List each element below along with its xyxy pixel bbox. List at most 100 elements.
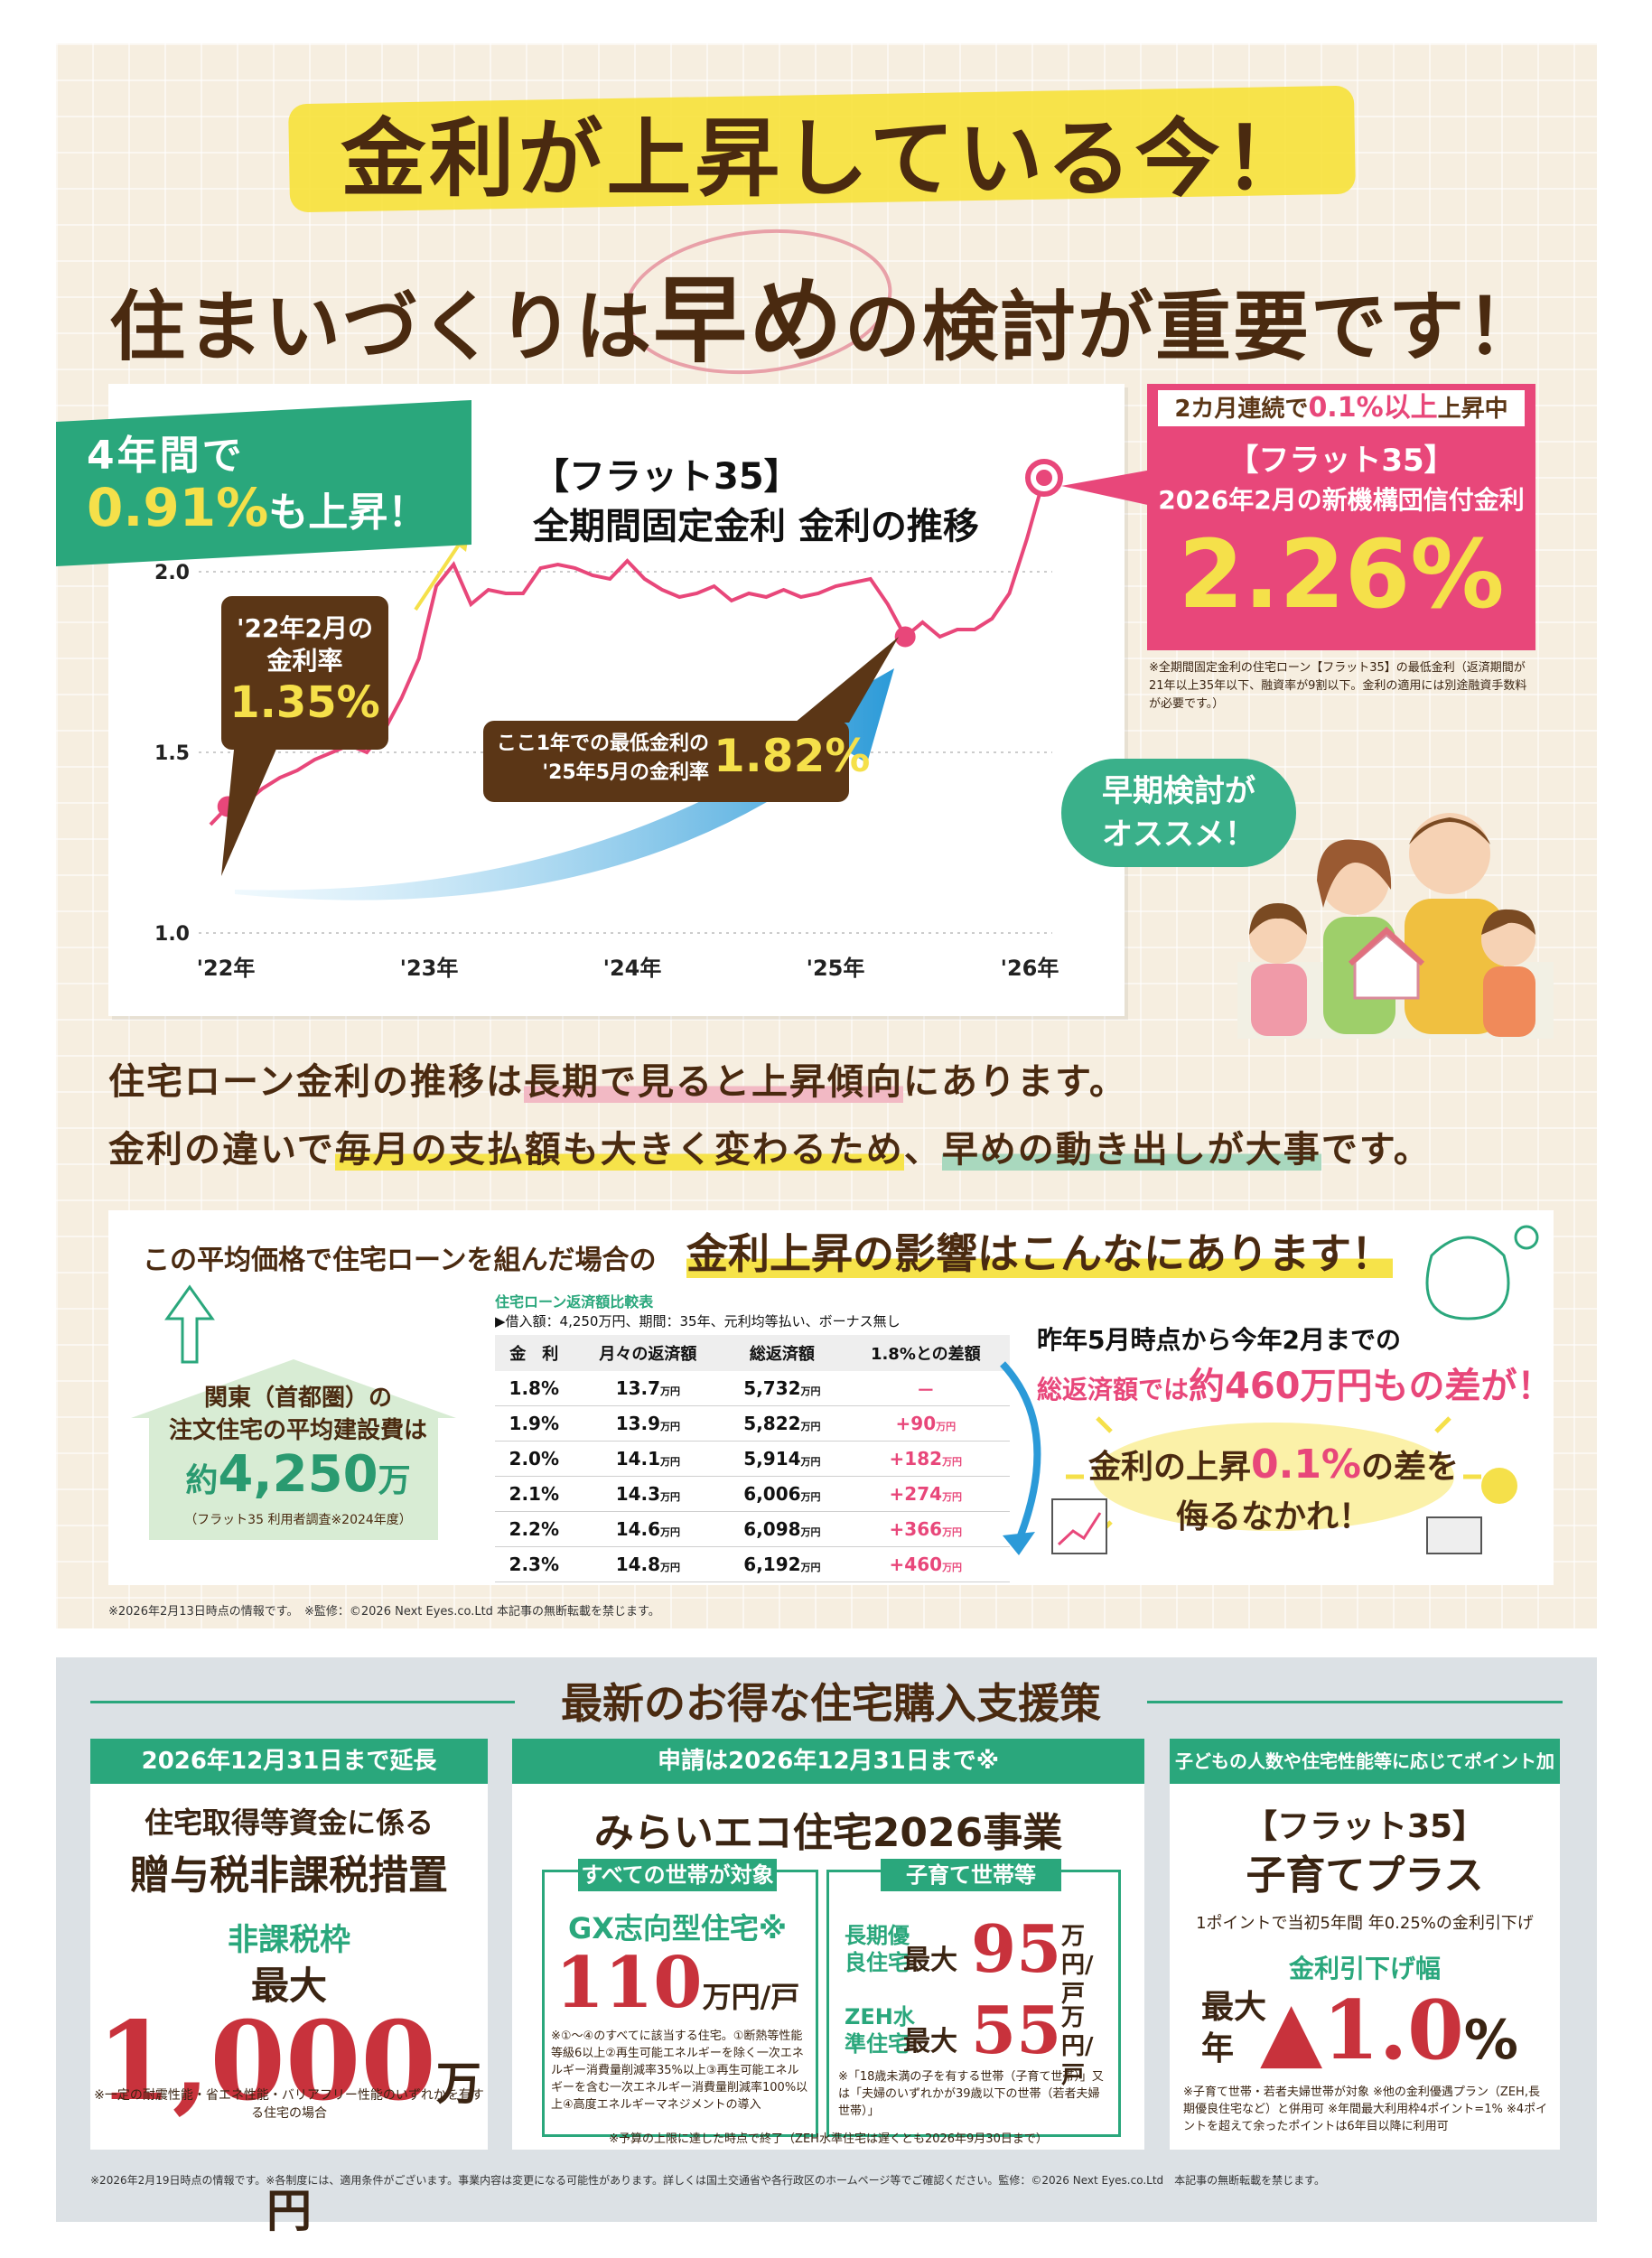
card-gift-tax-value: 1,000万円 <box>90 1998 488 2253</box>
header-total: 総返済額 <box>723 1335 842 1371</box>
cell-monthly-unit: 万円 <box>660 1491 681 1503</box>
cell-total: 5,914万円 <box>723 1441 842 1477</box>
message-line2: 金利の違いで毎月の支払額も大きく変わるため、早めの動き出しが大事です。 <box>108 1120 1432 1172</box>
cell-diff-unit: 万円 <box>942 1526 963 1538</box>
family-illustration <box>1237 813 1554 1039</box>
cell-diff: +460万円 <box>841 1546 1010 1582</box>
recommend-bubble <box>1061 759 1296 867</box>
cell-total-value: 6,098 <box>743 1518 801 1540</box>
headline-line2-post: の検討が重要です！ <box>845 283 1545 371</box>
callout-2022 <box>221 596 388 750</box>
cell-rate-value: 1.9% <box>509 1413 559 1434</box>
x-tick-label: '24年 <box>603 956 662 981</box>
cell-rate: 2.1% <box>495 1476 574 1512</box>
cell-monthly-unit: 万円 <box>660 1526 681 1538</box>
chart-x-ticks: '22年 '23年 '24年 '25年 '26年 <box>197 956 1059 981</box>
y-tick-label: 1.5 <box>154 742 190 765</box>
cell-diff: － <box>841 1371 1010 1406</box>
current-rate-header-pre: 2カ月連続で <box>1174 396 1309 423</box>
burst-l1-pre: 金利の上昇 <box>1087 1449 1251 1486</box>
top-note: ※2026年2月13日時点の情報です。 ※監修：©2026 Next Eyes.… <box>108 1605 660 1619</box>
eco-sub-all-note: ※①〜④のすべてに該当する住宅。①断熱等性能等級6以上②再生可能エネルギーを除く… <box>551 2029 808 2112</box>
cell-monthly: 14.1万円 <box>573 1441 723 1477</box>
cell-monthly: 14.6万円 <box>573 1511 723 1547</box>
header-monthly: 月々の返済額 <box>573 1335 723 1371</box>
recommend-bubble-text: 早期検討が オススメ！ <box>1061 770 1296 856</box>
cell-total-value: 5,822 <box>743 1413 801 1434</box>
cell-monthly: 13.9万円 <box>573 1405 723 1442</box>
cell-rate: 1.9% <box>495 1405 574 1442</box>
burst-line1: 金利の上昇0.1%の差を <box>1066 1441 1481 1488</box>
card-gift-tax-line1: 住宅取得等資金に係る <box>144 1805 434 1840</box>
cell-monthly-value: 14.6 <box>615 1518 661 1540</box>
cell-rate-value: 1.8% <box>509 1377 559 1399</box>
eco-zeh-value: 55 <box>971 1992 1062 2068</box>
chart-y-ticks: 1.0 1.5 2.0 <box>154 562 190 946</box>
cell-monthly-value: 13.7 <box>615 1377 661 1399</box>
eco-sub-all <box>542 1870 818 2137</box>
money-bag-icon <box>1425 1225 1539 1320</box>
table-row: 1.9% 13.9万円 5,822万円 +90万円 <box>495 1405 1010 1442</box>
eco-sub-all-label: GX志向型住宅※ <box>567 1911 788 1945</box>
eco-zeh-unit: 万円/戸 <box>1061 2004 1094 2089</box>
kids-max: 最大 <box>1201 1989 1267 2026</box>
message-l2-a: 金利の違いで <box>108 1129 335 1171</box>
cell-total-unit: 万円 <box>800 1526 821 1538</box>
cell-rate: 1.8% <box>495 1371 574 1406</box>
eco-sub-all-header: すべての世帯が対象 <box>578 1859 777 1891</box>
y-tick-label: 2.0 <box>154 562 190 584</box>
cell-diff-value: +366 <box>889 1518 943 1540</box>
callout-2022-line2: 金利率 <box>266 646 343 676</box>
eco-zeh-label: ZEH水準住宅 <box>845 2004 915 2057</box>
impact-lead: この平均価格で住宅ローンを組んだ場合の <box>143 1245 657 1276</box>
cell-monthly-unit: 万円 <box>660 1456 681 1468</box>
cell-total-unit: 万円 <box>800 1386 821 1397</box>
current-rate-header-post: 上昇中 <box>1437 396 1508 423</box>
cell-total: 5,822万円 <box>723 1405 842 1442</box>
repayment-table: 金 利 月々の返済額 総返済額 1.8%との差額 1.8% 13.7万円 5,732… <box>495 1335 1010 1582</box>
callout-2022-label: '22年2月の 金利率 <box>221 612 388 677</box>
boy-body <box>1483 966 1535 1037</box>
cell-total-unit: 万円 <box>800 1456 821 1468</box>
cell-diff-unit: 万円 <box>942 1562 963 1573</box>
cell-rate: 2.0% <box>495 1441 574 1477</box>
message-l1-b: 長期で見ると上昇傾向 <box>524 1061 903 1103</box>
eco-sub-family-note: ※「18歳未満の子を有する世帯（子育て世帯）」又は「夫婦のいずれかが39歳以下の… <box>838 2070 1104 2118</box>
card-gift-tax-note: ※一定の耐震性能・省エネ性能・バリアフリー性能のいずれかを有する住宅の場合 <box>94 2088 484 2121</box>
girl-body <box>1251 964 1307 1036</box>
kids-year: 年 <box>1201 2030 1235 2067</box>
headline-line2-emph: 早め <box>652 266 845 376</box>
house-caption: 関東（首都圏）の 注文住宅の平均建設費は <box>154 1382 443 1447</box>
table-header-row: 金 利 月々の返済額 総返済額 1.8%との差額 <box>495 1335 1010 1371</box>
cell-monthly-unit: 万円 <box>660 1421 681 1432</box>
eco-long-term-value: 95 <box>971 1910 1062 1987</box>
y-tick-label: 1.0 <box>154 923 190 946</box>
x-tick-label: '25年 <box>807 956 865 981</box>
house-price-value: 4,250 <box>218 1445 378 1504</box>
x-tick-label: '26年 <box>1001 956 1059 981</box>
cell-total: 5,732万円 <box>723 1371 842 1406</box>
increase-banner-value: 0.91%も上昇！ <box>87 477 427 538</box>
cell-total: 6,192万円 <box>723 1546 842 1582</box>
cell-total-value: 6,006 <box>743 1483 801 1505</box>
table-row: 2.3% 14.8万円 6,192万円 +460万円 <box>495 1546 1010 1582</box>
house-note: （フラット35 利用者調査※2024年度） <box>184 1513 412 1527</box>
house-line1: 関東（首都圏）の <box>203 1385 392 1412</box>
message-l1-a: 住宅ローン金利の推移は <box>108 1061 524 1103</box>
house-price-unit: 万 <box>378 1462 411 1499</box>
card-flat35-kids-label: 金利引下げ幅 <box>1288 1954 1441 1983</box>
cell-monthly: 14.8万円 <box>573 1546 723 1582</box>
callout1-pointer <box>221 741 280 876</box>
burst-l1-post: の差を <box>1361 1449 1460 1486</box>
eco-all-unit: 万円/戸 <box>702 1980 800 2014</box>
callout-lowest <box>483 721 849 802</box>
card-gift-tax <box>90 1739 488 2150</box>
house-price-prefix: 約 <box>185 1462 219 1499</box>
callout-lowest-value: 1.82% <box>714 730 871 782</box>
message-l2-c: 、 <box>903 1129 942 1171</box>
headline-line2-pre: 住まいづくりは <box>108 283 653 371</box>
card-flat35-kids-value: ▲1.0% <box>1260 1983 1518 2078</box>
message-line1: 住宅ローン金利の推移は長期で見ると上昇傾向にあります。 <box>108 1052 1127 1105</box>
father-head <box>1409 813 1490 894</box>
cell-diff: +274万円 <box>841 1476 1010 1512</box>
